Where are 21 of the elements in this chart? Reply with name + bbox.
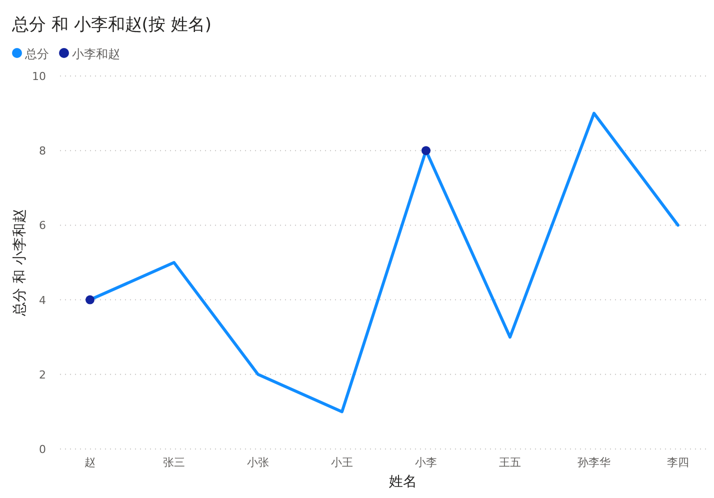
y-tick-label: 8	[39, 144, 46, 158]
x-tick-label: 张三	[163, 456, 185, 469]
y-tick-label: 0	[39, 443, 46, 456]
x-axis-title: 姓名	[389, 474, 417, 490]
y-tick-label: 6	[39, 219, 46, 232]
chart-title: 总分 和 小李和赵(按 姓名)	[11, 15, 212, 35]
x-tick-label: 赵	[84, 456, 96, 469]
x-tick-label: 小王	[331, 456, 353, 469]
legend-item: 小李和赵	[59, 47, 120, 61]
x-tick-label: 孙李华	[578, 456, 610, 469]
y-tick-label: 10	[32, 70, 46, 83]
legend-label: 总分	[24, 47, 49, 61]
x-tick-label: 小李	[415, 456, 437, 469]
y-tick-label: 4	[39, 294, 46, 307]
x-tick-label: 小张	[247, 456, 269, 469]
y-axis-title: 总分 和 小李和赵	[12, 209, 28, 317]
legend-label: 小李和赵	[72, 47, 120, 61]
legend-item: 总分	[12, 47, 49, 61]
x-tick-label: 王五	[499, 456, 521, 469]
y-tick-label: 2	[39, 368, 46, 382]
x-tick-label: 李四	[667, 456, 689, 469]
